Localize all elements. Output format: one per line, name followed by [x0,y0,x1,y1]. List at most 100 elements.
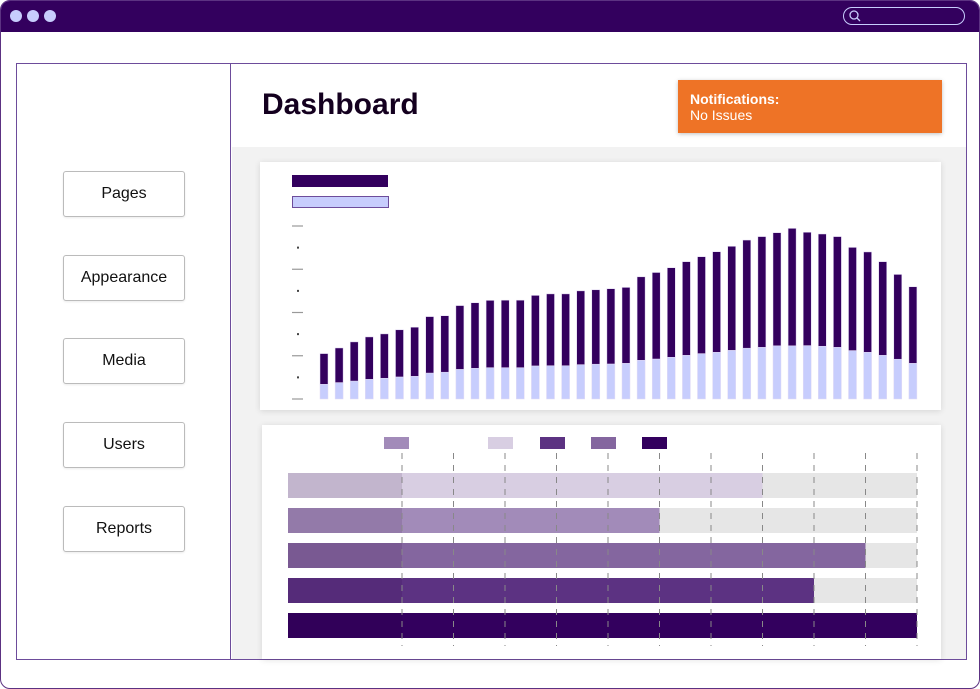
bar-segment-dark [667,267,676,358]
bar-segment-light [908,363,918,400]
bar-segment-light [621,363,631,400]
y-axis-minor-tick [297,246,299,249]
bar-segment-light [818,345,827,400]
bar-segment-light [365,379,374,400]
bar-label-area [288,508,402,533]
bar-segment-dark [606,288,616,365]
legend-swatch [384,437,409,449]
bar-segment-light [380,377,389,400]
legend-swatch [488,437,513,449]
notification-message: No Issues [690,107,753,123]
legend-swatch [292,175,388,187]
bar-label-area [288,578,402,603]
bar-segment-dark [878,261,887,356]
app-frame: Pages Appearance Media Users Reports Das… [16,63,967,660]
bar-segment-dark [410,326,419,377]
bar-segment-dark [621,287,631,364]
bar-segment-dark [818,233,827,347]
bar-segment-light [712,352,721,400]
bar-segment-light [455,369,465,400]
bar-segment-dark [425,316,434,374]
bar-segment-light [682,355,691,400]
bar-segment-dark [833,236,842,348]
sidebar-item-users[interactable]: Users [63,422,185,468]
legend-swatch [591,437,616,449]
bar-segment-dark [576,290,585,365]
bar-segment-light [636,360,646,400]
header: Dashboard Notifications: No Issues [232,64,966,147]
bar-segment-dark [682,261,691,356]
bar-segment-dark [697,256,706,354]
bar-segment-dark [365,336,374,380]
bar-segment-light [516,367,525,400]
bar-segment-light [546,365,555,400]
bar-segment-dark [516,299,525,368]
horizontal-bar-chart [288,437,918,646]
bar-segment-light [651,358,661,400]
bar-segment-light [802,345,812,400]
bar-segment-light [531,365,540,400]
bar-segment-dark [893,274,903,360]
bar-segment-dark [470,302,480,369]
bar-segment-light [395,376,404,400]
y-axis-minor-tick [297,376,299,379]
bar-label-area [288,473,402,498]
bar-segment-light [757,347,767,400]
bar-segment-light [591,363,601,400]
bar-segment-dark [349,341,359,382]
window-dot-icon[interactable] [27,10,39,22]
sidebar-item-media[interactable]: Media [63,338,185,384]
bar-segment-dark [651,272,661,360]
search-input[interactable] [843,7,965,25]
bar-segment-dark [380,333,389,379]
bar-segment-dark [757,236,767,348]
page-title: Dashboard [262,88,419,121]
title-bar [1,1,979,32]
sidebar: Pages Appearance Media Users Reports [17,64,231,659]
bar-label-area [288,543,402,568]
bar-segment-light [742,347,752,400]
window-dot-icon[interactable] [10,10,22,22]
bar-segment-light [410,376,419,400]
notification-banner[interactable]: Notifications: No Issues [678,80,942,133]
bar-segment-dark [395,329,404,378]
sidebar-item-pages[interactable]: Pages [63,171,185,217]
bar-segment-dark [727,246,736,351]
bar-segment-light [833,347,842,400]
bar-segment-light [561,365,570,400]
legend-swatch [642,437,667,449]
bar-segment-dark [531,295,540,367]
bar-segment-light [470,368,480,400]
bar-label-area [288,613,402,638]
bar-segment-dark [712,251,721,353]
sidebar-item-appearance[interactable]: Appearance [63,255,185,301]
bar [288,543,866,568]
sidebar-item-reports[interactable]: Reports [63,506,185,552]
bar-segment-dark [908,286,918,364]
bar-segment-light [500,367,510,400]
window-dot-icon[interactable] [44,10,56,22]
bar-segment-light [334,382,344,400]
bar-segment-dark [319,353,329,385]
bar-segment-light [485,367,495,400]
y-axis-minor-tick [297,289,299,292]
bar-segment-light [667,357,676,400]
bar-segment-dark [742,239,752,349]
main-content: Dashboard Notifications: No Issues [232,64,966,659]
legend-swatch [292,196,389,208]
bar-segment-dark [561,293,570,366]
bar-segment-dark [863,251,872,353]
bar [288,508,660,533]
bar-segment-light [319,384,329,400]
bar-segment-light [440,371,450,400]
bar-segment-light [727,350,736,400]
bar [288,578,814,603]
bar-segment-dark [636,276,646,361]
search-icon [849,10,861,22]
bar-segment-light [349,380,359,400]
bar-segment-light [893,358,903,400]
legend-swatch [540,437,565,449]
bar-segment-light [606,363,616,400]
y-axis-minor-tick [297,333,299,336]
